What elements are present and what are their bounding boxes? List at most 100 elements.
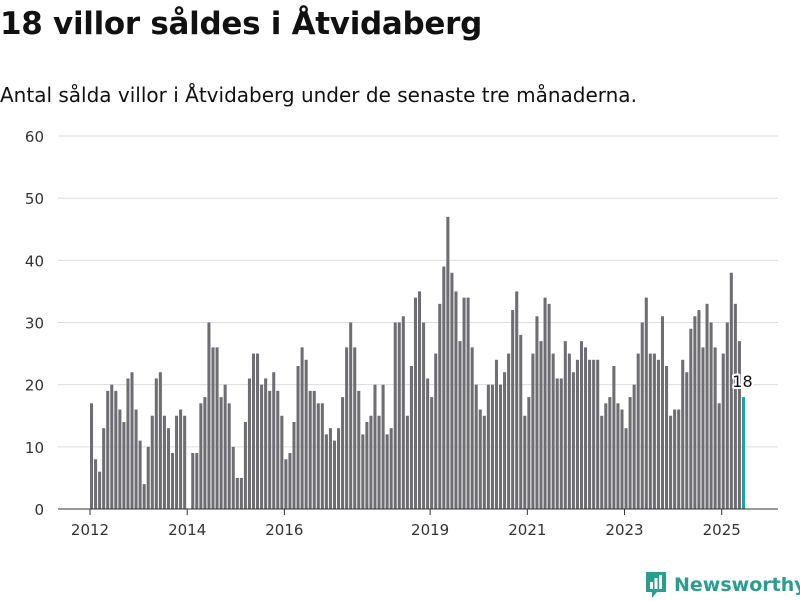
bar	[337, 428, 341, 509]
bar	[418, 291, 422, 509]
bar	[600, 415, 604, 509]
bar	[203, 397, 207, 509]
bar	[409, 366, 413, 509]
bar	[705, 303, 709, 509]
bar	[405, 415, 409, 509]
bar	[486, 384, 490, 509]
bar	[531, 353, 535, 509]
bar	[713, 347, 717, 509]
bar	[551, 353, 555, 509]
bar	[223, 384, 227, 509]
bar	[648, 353, 652, 509]
bar	[737, 341, 741, 509]
bar	[288, 453, 292, 509]
bar	[401, 316, 405, 509]
bar	[296, 366, 300, 509]
bar	[211, 347, 215, 509]
bar	[353, 347, 357, 509]
bar	[697, 310, 701, 509]
bar	[547, 303, 551, 509]
bar	[98, 471, 102, 509]
bar	[665, 366, 669, 509]
bar	[207, 322, 211, 509]
bar	[511, 310, 515, 509]
bar	[256, 353, 260, 509]
bar	[292, 421, 296, 509]
bar	[450, 272, 454, 509]
bar	[175, 415, 179, 509]
bar-chart: 0 10 20 30 40 50 60 2012 2014 2016 2019 2021 2023 202…	[25, 128, 778, 539]
bar	[474, 384, 478, 509]
bar	[272, 372, 276, 509]
bar	[498, 384, 503, 509]
y-tick-label: 50	[25, 190, 44, 208]
bar	[426, 378, 430, 509]
bar	[519, 334, 523, 509]
y-tick-label: 20	[25, 377, 44, 395]
bar	[183, 415, 187, 509]
bar	[316, 403, 320, 509]
bar	[170, 453, 175, 509]
y-tick-label: 40	[25, 252, 44, 270]
bar	[357, 390, 361, 509]
y-tick-label: 60	[25, 128, 44, 146]
bar	[438, 303, 442, 509]
bar	[102, 428, 106, 509]
bar	[539, 341, 543, 509]
bar	[482, 415, 486, 509]
bar	[349, 322, 353, 509]
bar	[466, 297, 470, 509]
bar	[454, 291, 458, 509]
bar	[673, 409, 677, 509]
bar	[640, 322, 644, 509]
bar	[260, 384, 264, 509]
bar	[199, 403, 203, 509]
x-tick-label: 2014	[168, 521, 206, 539]
chart-title: 18 villor såldes i Åtvidaberg	[0, 6, 483, 42]
bar	[138, 440, 142, 509]
bar	[701, 347, 705, 509]
bar	[377, 415, 381, 509]
bar	[523, 415, 527, 509]
bar	[685, 372, 689, 509]
bar	[628, 397, 632, 509]
bar	[725, 322, 729, 509]
bar	[381, 384, 385, 509]
bar	[235, 477, 239, 509]
bar	[470, 347, 474, 509]
bar	[604, 403, 608, 509]
bar	[446, 216, 450, 509]
bar	[300, 347, 304, 509]
bar	[620, 409, 624, 509]
bar	[656, 359, 660, 509]
bar	[373, 384, 377, 509]
bar	[543, 297, 547, 509]
bar	[227, 403, 231, 509]
bar	[575, 359, 579, 509]
highlight-label: 18	[732, 372, 752, 391]
x-tick-label: 2012	[71, 521, 109, 539]
bar	[134, 409, 138, 509]
bar	[385, 434, 389, 509]
bar	[689, 328, 693, 509]
bar	[320, 403, 324, 509]
bar	[284, 459, 288, 509]
bar	[660, 316, 665, 509]
bar	[179, 409, 183, 509]
bar	[341, 397, 345, 509]
bar	[434, 353, 438, 509]
bar	[555, 378, 559, 509]
bar	[247, 378, 251, 509]
bar	[669, 415, 673, 509]
bar	[114, 390, 118, 509]
bar	[158, 372, 162, 509]
newsworthy-logo: Newsworthy	[644, 569, 800, 601]
bar	[243, 421, 247, 509]
bar	[166, 428, 170, 509]
bar	[612, 366, 616, 509]
bar	[681, 359, 685, 509]
bar	[535, 316, 539, 509]
bar	[652, 353, 656, 509]
bar	[276, 390, 280, 509]
bar	[154, 378, 158, 509]
